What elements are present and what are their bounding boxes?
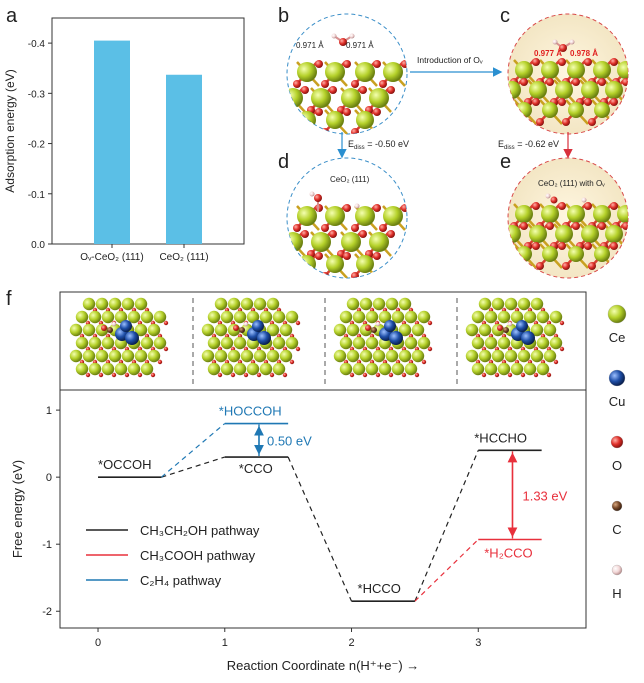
legend-label: C₂H₄ pathway xyxy=(140,573,222,588)
element-swatch-c xyxy=(611,500,623,512)
energy-level-label: *HOCCOH xyxy=(219,404,282,419)
water-molecule-c xyxy=(552,39,575,52)
intermediate-structure-3 xyxy=(333,297,433,378)
pathway-connector xyxy=(161,456,225,478)
x-axis-label-f: Reaction Coordinate n(H⁺+e⁻) → xyxy=(227,658,420,673)
bar-1 xyxy=(94,40,130,244)
bond-length-b2: 0.971 Å xyxy=(346,41,374,50)
panel-e-structure xyxy=(508,193,628,270)
caption-e: CeO₂ (111) with Oᵥ xyxy=(538,179,605,188)
ediss-left-label: Ediss = -0.50 eV xyxy=(348,139,409,151)
energy-level-label: *HCCO xyxy=(358,581,401,596)
pathway-connector xyxy=(161,423,226,478)
y-tick-label-a: -0.2 xyxy=(28,140,46,151)
pathway-connector xyxy=(414,450,479,602)
difference-label: 0.50 eV xyxy=(267,433,312,448)
y-tick-label-a: -0.3 xyxy=(28,89,46,100)
bond-length-b1: 0.971 Å xyxy=(296,41,324,50)
energy-level-label: *CCO xyxy=(239,461,273,476)
x-tick-label-f: 3 xyxy=(475,637,481,649)
y-axis-label-f: Free energy (eV) xyxy=(10,460,25,558)
x-tick-label-f: 0 xyxy=(95,637,101,649)
element-swatch-o xyxy=(610,435,624,449)
x-tick-label-f: 2 xyxy=(348,637,354,649)
x-tick-label-f: 1 xyxy=(222,637,228,649)
ediss-right-label: Ediss = -0.62 eV xyxy=(498,139,559,151)
free-energy-chart: 1 0 -1 -2 0 1 2 3 Reaction Coordinate n(H⁺+e⁻) →… xyxy=(10,389,587,673)
panel-c-structure xyxy=(508,58,628,126)
element-legend: Ce Cu O C H xyxy=(607,304,627,601)
intermediate-structures xyxy=(69,297,565,378)
arrow-introduction-label: Introduction of Oᵥ xyxy=(417,55,483,65)
element-label: H xyxy=(612,586,621,601)
panel-label-e: e xyxy=(500,151,511,173)
bar-chart-a: 0.0 -0.1 -0.2 -0.3 -0.4 Adsorption energy (eV… xyxy=(3,17,245,263)
element-label: O xyxy=(612,458,622,473)
intermediate-structure-4 xyxy=(465,297,565,378)
element-swatch-cu xyxy=(608,369,626,387)
panel-label-c: c xyxy=(500,5,510,27)
intermediate-structure-1 xyxy=(69,297,169,378)
intermediate-structure-2 xyxy=(201,297,301,378)
difference-label: 1.33 eV xyxy=(522,488,567,503)
legend-label: CH₃COOH pathway xyxy=(140,548,256,563)
panel-label-f: f xyxy=(6,288,12,310)
y-tick-label-f: 1 xyxy=(46,405,52,417)
y-tick-label-a: -0.4 xyxy=(28,39,46,50)
bond-length-c2: 0.978 Å xyxy=(570,49,598,58)
x-tick-label-a: Oᵥ-CeO₂ (111) xyxy=(80,252,143,263)
y-tick-label-f: -2 xyxy=(42,606,52,618)
bar-2 xyxy=(166,74,202,244)
energy-level-label: *HCCHO xyxy=(474,430,527,445)
y-axis-label-a: Adsorption energy (eV) xyxy=(3,69,17,192)
panel-label-a: a xyxy=(6,5,18,27)
pathway-connector xyxy=(287,456,353,602)
element-label: Cu xyxy=(609,394,626,409)
element-swatch-ce xyxy=(607,304,627,324)
y-tick-label-f: 0 xyxy=(46,472,52,484)
plot-frame-f xyxy=(59,389,587,629)
element-label: Ce xyxy=(609,330,626,345)
energy-level-label: *OCCOH xyxy=(98,457,151,472)
water-molecule-b xyxy=(331,33,355,46)
legend-label: CH₃CH₂OH pathway xyxy=(140,523,260,538)
panel-label-b: b xyxy=(278,5,289,27)
plot-frame-a xyxy=(51,17,245,245)
panel-label-d: d xyxy=(278,151,289,173)
y-tick-label-a: 0.0 xyxy=(31,240,45,251)
x-tick-label-a: CeO₂ (111) xyxy=(159,252,208,263)
pathway-connector xyxy=(414,539,479,602)
element-swatch-h xyxy=(611,564,623,576)
y-tick-label-a: -0.1 xyxy=(28,190,46,201)
energy-level-label: *H₂CCO xyxy=(484,546,532,561)
caption-d: CeO₂ (111) xyxy=(330,175,370,184)
y-tick-label-f: -1 xyxy=(42,539,52,551)
element-label: C xyxy=(612,522,621,537)
bond-length-c1: 0.977 Å xyxy=(534,49,562,58)
